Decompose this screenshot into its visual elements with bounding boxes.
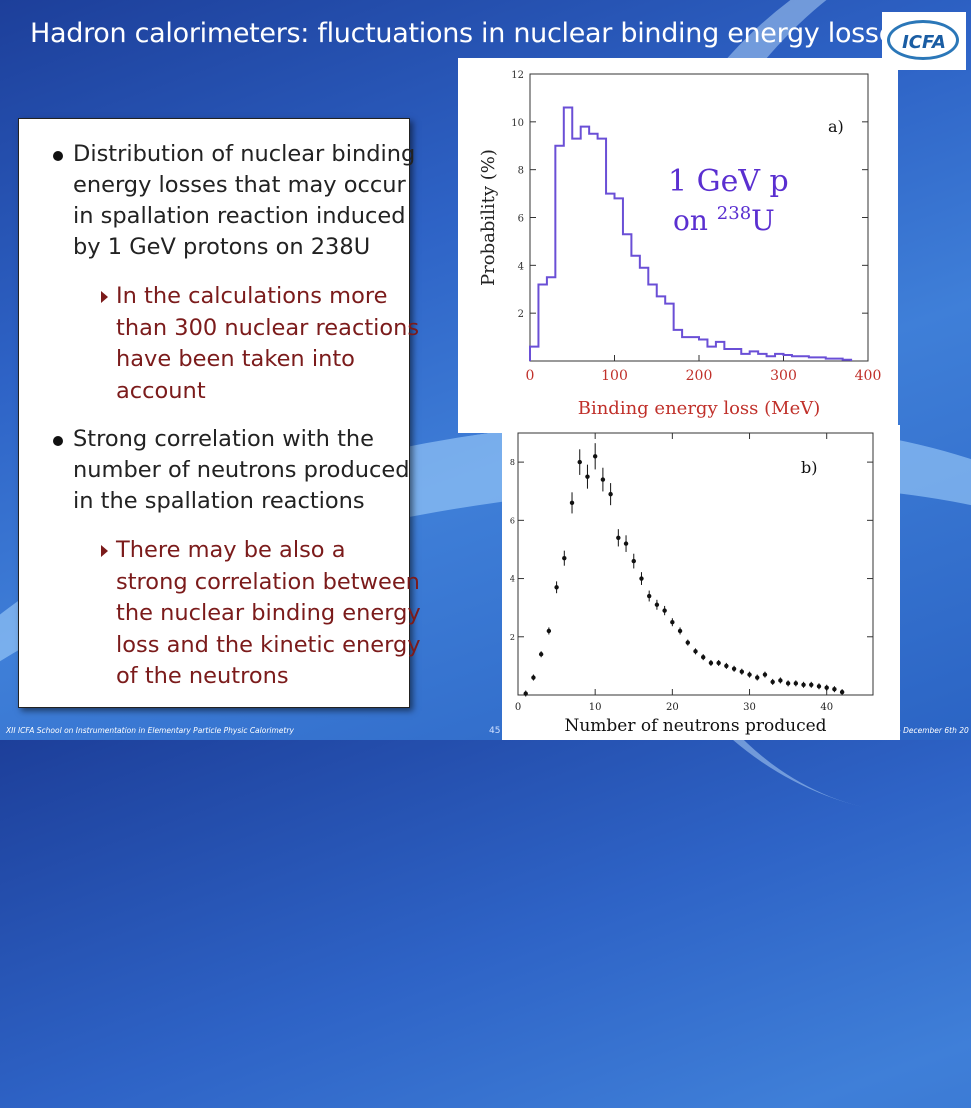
panel-label: b) (801, 458, 817, 477)
footer-event-name: XII ICFA School on Instrumentation in El… (6, 726, 294, 735)
sub-bullet-item: There may be also a strong correlation b… (101, 535, 421, 693)
y-tick-label: 2 (518, 309, 524, 320)
data-point (747, 672, 752, 677)
x-tick-label: 400 (855, 368, 882, 384)
data-point (708, 660, 714, 666)
data-point (585, 474, 590, 479)
y-tick-label: 4 (518, 261, 524, 272)
data-point (569, 500, 575, 506)
data-point (778, 678, 783, 683)
data-point (762, 672, 768, 677)
footer-date: - December 6th 20 (898, 726, 969, 735)
bullet-item: Strong correlation with the number of ne… (53, 424, 419, 517)
triangle-bullet-icon (101, 291, 108, 303)
footer-page-number: 45 (489, 726, 501, 736)
data-point (631, 558, 636, 564)
logo-ring (887, 20, 959, 60)
y-tick-label: 4 (510, 575, 515, 584)
data-point (608, 491, 613, 497)
chart-binding-energy-histogram: 0 100 200 300 400 2 4 6 8 10 12 a) 1 GeV p on 238U Bin… (458, 58, 898, 433)
annotation-line2: on 238U (673, 203, 775, 237)
x-tick-label: 0 (526, 368, 535, 384)
data-point (600, 477, 606, 482)
y-tick-label: 6 (510, 516, 515, 525)
data-point (770, 679, 775, 685)
data-point (616, 535, 621, 540)
bullet-dot-icon (53, 151, 63, 161)
histogram-line (529, 106, 853, 361)
triangle-bullet-icon (101, 545, 108, 557)
data-point (592, 454, 598, 459)
bullet-text: Distribution of nuclear binding energy l… (73, 141, 416, 260)
bullet-item: Distribution of nuclear binding energy l… (53, 139, 419, 263)
data-point (546, 628, 552, 634)
data-point (531, 675, 536, 680)
data-point (801, 682, 806, 688)
data-point (816, 684, 822, 689)
data-point (793, 681, 799, 686)
data-point (701, 654, 706, 660)
data-point (662, 608, 667, 613)
sub-bullet-text: There may be also a strong correlation b… (116, 537, 421, 689)
panel-label: a) (828, 117, 844, 136)
y-tick-label: 8 (518, 166, 524, 177)
data-point (832, 686, 837, 692)
bullet-text-box: Distribution of nuclear binding energy l… (18, 118, 421, 708)
histogram-svg: 0 100 200 300 400 2 4 6 8 10 12 a) 1 GeV p on 238U Bin… (478, 70, 882, 419)
data-point (685, 640, 690, 645)
x-tick-label: 10 (589, 702, 602, 713)
data-point (839, 689, 845, 695)
bullet-text: Strong correlation with the number of ne… (73, 426, 410, 514)
data-point (623, 541, 629, 546)
y-tick-label: 8 (510, 458, 515, 467)
data-point (785, 681, 791, 686)
annotation-line1: 1 GeV p (668, 164, 789, 199)
data-point (577, 459, 582, 465)
data-point (670, 620, 675, 625)
data-point (562, 555, 567, 561)
data-point (677, 628, 683, 634)
y-axis-label: Probability (%) (478, 149, 499, 286)
y-tick-label: 10 (511, 118, 524, 129)
data-point (654, 602, 660, 607)
data-point (739, 669, 745, 674)
slide-title: Hadron calorimeters: fluctuations in nuc… (30, 18, 909, 49)
data-point (755, 675, 760, 680)
bullet-dot-icon (53, 436, 63, 446)
sub-bullet-item: In the calculations more than 300 nuclea… (101, 281, 421, 407)
x-tick-label: 20 (666, 702, 679, 713)
data-point (824, 685, 829, 690)
data-point (724, 663, 729, 669)
chart-neutron-multiplicity: 0 10 20 30 40 2 4 6 8 b) Number of neutrons produc… (502, 425, 900, 740)
x-tick-label: 40 (820, 702, 833, 713)
x-axis-label: Number of neutrons produced (564, 716, 826, 736)
data-point (639, 576, 644, 581)
data-point (693, 649, 698, 654)
data-point (646, 593, 652, 599)
x-tick-label: 300 (770, 368, 797, 384)
data-point (523, 691, 528, 696)
scatter-svg: 0 10 20 30 40 2 4 6 8 b) Number of neutrons produc… (510, 432, 874, 736)
logo-text: ICFA (902, 32, 946, 53)
y-tick-label: 6 (518, 214, 524, 225)
x-tick-label: 100 (601, 368, 628, 384)
data-point (731, 666, 737, 671)
data-point (538, 652, 544, 657)
x-tick-label: 0 (515, 702, 521, 713)
y-tick-label: 2 (510, 633, 515, 642)
data-point (809, 682, 814, 688)
x-tick-label: 30 (743, 702, 756, 713)
x-tick-label: 200 (686, 368, 713, 384)
data-point (554, 585, 559, 590)
plot-frame (517, 432, 874, 696)
y-tick-label: 12 (511, 70, 524, 81)
data-point (716, 660, 721, 666)
x-axis-label: Binding energy loss (MeV) (578, 398, 821, 419)
sub-bullet-text: In the calculations more than 300 nuclea… (116, 283, 420, 404)
